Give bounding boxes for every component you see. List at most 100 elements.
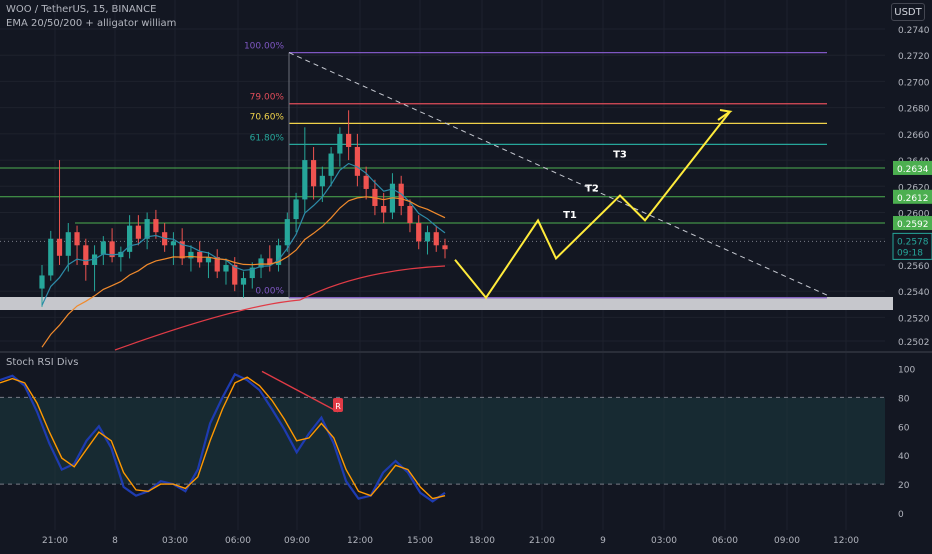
- fib-level-label: 79.00%: [250, 93, 285, 103]
- candle-body: [100, 241, 106, 255]
- symbol-title: WOO / TetherUS, 15, BINANCE: [6, 4, 157, 15]
- stoch-axis-label: 100: [898, 366, 915, 376]
- candle-body: [223, 264, 229, 272]
- stoch-axis-label: 80: [898, 394, 910, 404]
- fib-level-label: 100.00%: [244, 42, 284, 52]
- candle-body: [65, 232, 71, 256]
- target-label-3: T3: [613, 149, 627, 160]
- fib-level-label: 0.00%: [255, 287, 284, 297]
- candle-body: [56, 238, 63, 256]
- current-price-tag: [892, 232, 932, 260]
- stoch-axis-label: 20: [898, 481, 910, 491]
- candle-body: [188, 251, 194, 259]
- stoch-axis-label: 40: [898, 452, 910, 462]
- candle-body: [205, 257, 212, 263]
- divergence-line: [261, 370, 339, 413]
- candle-body: [302, 160, 308, 200]
- candle-body: [293, 199, 299, 220]
- candle-body: [407, 205, 413, 224]
- candle-body: [214, 257, 220, 272]
- price-axis-label: 0.2660: [898, 131, 930, 141]
- ema200-line: [114, 265, 446, 351]
- candle-body: [328, 153, 334, 176]
- price-axis-label: 0.2520: [898, 314, 930, 324]
- price-axis-label: 0.2540: [898, 288, 930, 298]
- candle-body: [127, 225, 133, 252]
- stoch-d-line: [0, 376, 446, 500]
- time-axis-label: 09:00: [774, 536, 800, 546]
- candle-body: [346, 133, 352, 147]
- candle-body: [91, 254, 98, 265]
- countdown-timer: 09:18: [897, 248, 923, 258]
- candle-body: [354, 146, 360, 176]
- projection-path: [454, 110, 731, 300]
- time-axis-label: 21:00: [529, 536, 555, 546]
- candle-body: [284, 219, 290, 246]
- candle-body: [381, 205, 387, 213]
- candle-body: [442, 245, 448, 250]
- candle-body: [240, 278, 247, 285]
- time-axis-label: 12:00: [833, 536, 859, 546]
- time-axis-label: 03:00: [162, 536, 188, 546]
- candle-body: [416, 223, 422, 242]
- candle-body: [170, 241, 177, 246]
- price-tag-value: 0.2612: [897, 194, 929, 204]
- price-tag: [893, 216, 932, 231]
- target-label-1: T1: [563, 210, 577, 221]
- candle-body: [267, 258, 273, 265]
- projection-arrowhead: [717, 109, 733, 121]
- indicator-title: EMA 20/50/200 + alligator william: [6, 18, 177, 29]
- time-axis-label: 03:00: [651, 536, 677, 546]
- price-axis-label: 0.2502: [898, 338, 930, 348]
- candle-body: [153, 219, 159, 233]
- candle-body: [398, 183, 404, 206]
- time-axis-label: 06:00: [712, 536, 738, 546]
- price-tag-value: 0.2592: [897, 220, 929, 230]
- stoch-rsi-title: Stoch RSI Divs: [6, 357, 79, 368]
- price-tag: [893, 160, 932, 175]
- candle-body: [144, 219, 150, 239]
- candle-body: [275, 245, 282, 265]
- currency-button[interactable]: USDT: [891, 3, 925, 21]
- price-axis-label: 0.2680: [898, 105, 930, 115]
- time-axis-label: 12:00: [347, 536, 373, 546]
- price-tag-value: 0.2634: [897, 165, 929, 175]
- time-axis-label: 15:00: [407, 536, 433, 546]
- time-axis-label: 21:00: [42, 536, 68, 546]
- candle-body: [433, 232, 439, 246]
- price-axis-label: 0.2740: [898, 26, 930, 36]
- target-label-2: T2: [585, 184, 599, 195]
- candle-body: [39, 275, 45, 289]
- price-tag: [893, 189, 932, 204]
- current-price-value: 0.2578: [897, 237, 929, 247]
- price-axis-label: 0.2700: [898, 78, 930, 88]
- candle-body: [109, 241, 115, 258]
- time-axis-label: 8: [112, 536, 118, 546]
- divergence-marker-label: R: [335, 402, 341, 411]
- candle-body: [363, 175, 369, 189]
- candle-body: [232, 264, 238, 285]
- candle-body: [337, 133, 343, 154]
- time-axis-label: 09:00: [284, 536, 310, 546]
- ema20-line: [41, 162, 446, 306]
- candle-body: [74, 232, 80, 246]
- fib-level-label: 61.80%: [250, 133, 285, 143]
- candle-body: [135, 225, 141, 239]
- price-axis-label: 0.2560: [898, 262, 930, 272]
- candle-body: [48, 238, 54, 276]
- fib-level-label: 70.60%: [250, 112, 285, 122]
- support-zone: [0, 297, 893, 310]
- time-axis-label: 06:00: [225, 536, 251, 546]
- stoch-axis-label: 0: [898, 510, 904, 520]
- candle-body: [319, 175, 325, 187]
- candle-body: [249, 267, 255, 279]
- ema50-line: [41, 196, 446, 348]
- divergence-marker: [333, 398, 343, 412]
- trendline: [288, 52, 828, 296]
- candle-body: [83, 245, 89, 265]
- candle-body: [310, 160, 317, 187]
- stoch-axis-label: 60: [898, 423, 910, 433]
- candle-body: [258, 258, 264, 268]
- price-axis-label: 0.2600: [898, 210, 930, 220]
